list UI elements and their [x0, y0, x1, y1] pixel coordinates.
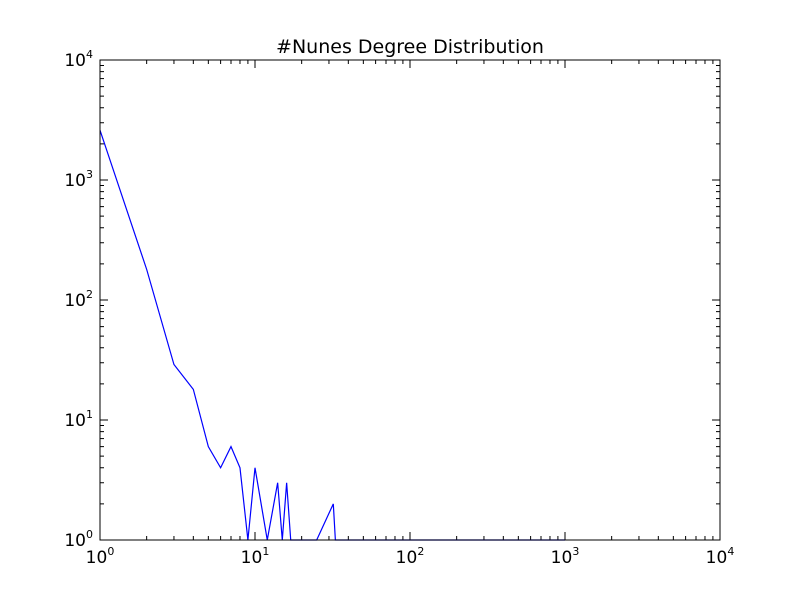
x-tick-label-exponent: 0	[107, 545, 114, 558]
y-tick-label-base: 10	[64, 531, 86, 551]
x-tick-label: 104	[706, 545, 735, 568]
x-tick-label-base: 10	[396, 548, 418, 568]
y-tick-label: 101	[64, 408, 93, 431]
y-tick-label-base: 10	[64, 171, 86, 191]
x-tick-label-base: 10	[241, 548, 263, 568]
x-tick-label: 101	[241, 545, 270, 568]
y-tick-label-exponent: 0	[86, 528, 93, 541]
y-tick-label: 104	[64, 48, 93, 71]
plot-frame	[99, 59, 721, 541]
y-tick-label: 102	[64, 288, 93, 311]
x-tick-label-exponent: 3	[572, 545, 579, 558]
x-tick-label-base: 10	[706, 548, 728, 568]
y-tick-label-base: 10	[64, 411, 86, 431]
tick-marks	[99, 59, 721, 541]
y-tick-label: 103	[64, 168, 93, 191]
x-tick-label: 100	[86, 545, 115, 568]
x-tick-label-base: 10	[551, 548, 573, 568]
y-tick-label-base: 10	[64, 291, 86, 311]
y-tick-label: 100	[64, 528, 93, 551]
y-tick-label-exponent: 2	[86, 288, 93, 301]
x-tick-label-exponent: 1	[262, 545, 269, 558]
x-tick-label: 103	[551, 545, 580, 568]
plot-area	[100, 60, 720, 540]
y-tick-label-exponent: 1	[86, 408, 93, 421]
y-tick-label-base: 10	[64, 51, 86, 71]
x-tick-label-exponent: 2	[417, 545, 424, 558]
x-tick-label-exponent: 4	[727, 545, 734, 558]
chart-title: #Nunes Degree Distribution	[276, 36, 544, 58]
x-tick-label-base: 10	[86, 548, 108, 568]
y-tick-label-exponent: 4	[86, 48, 93, 61]
y-tick-label-exponent: 3	[86, 168, 93, 181]
x-tick-label: 102	[396, 545, 425, 568]
